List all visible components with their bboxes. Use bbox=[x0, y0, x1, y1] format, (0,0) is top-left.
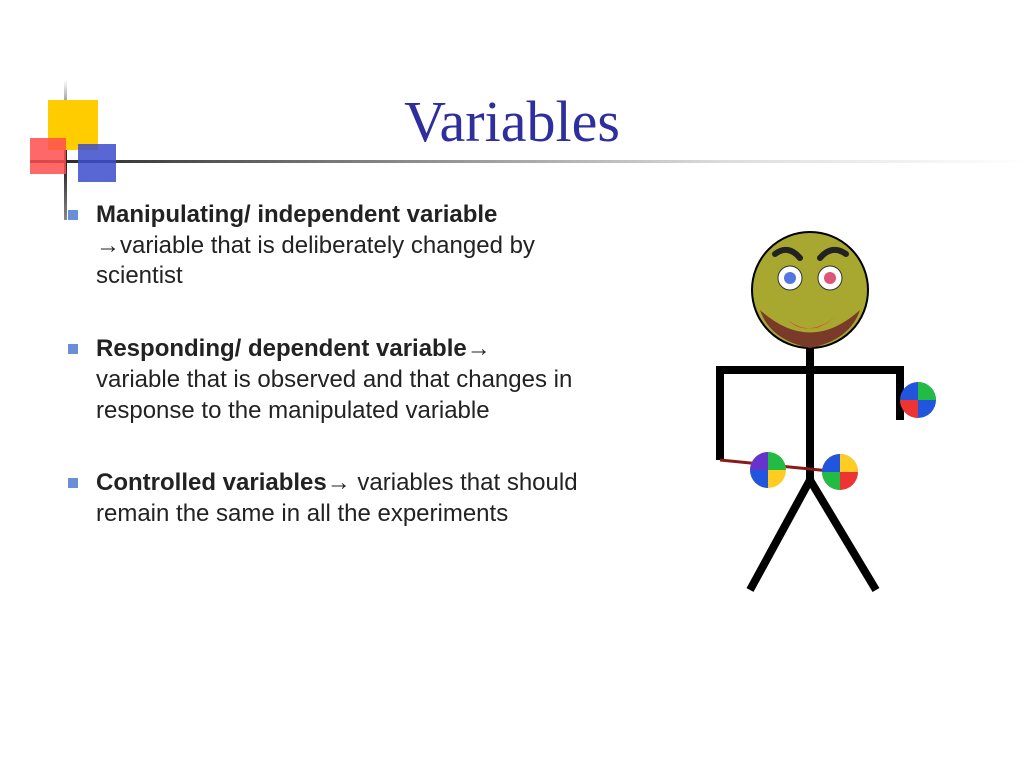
bullet-item: Responding/ dependent variable→ variable… bbox=[60, 334, 580, 426]
content-area: Manipulating/ independent variable →vari… bbox=[60, 200, 580, 572]
bullet-bold: Manipulating/ independent variable bbox=[96, 201, 497, 228]
arrow-icon: → bbox=[96, 232, 120, 259]
arrow-icon: → bbox=[327, 469, 351, 496]
juggler-clipart bbox=[660, 220, 960, 600]
slide-title: Variables bbox=[0, 88, 1024, 155]
bullet-bold: Responding/ dependent variable bbox=[96, 335, 467, 362]
arrow-icon: → bbox=[467, 335, 491, 362]
horizontal-rule bbox=[30, 160, 1024, 163]
bullet-item: Manipulating/ independent variable →vari… bbox=[60, 200, 580, 292]
bullet-bold: Controlled variables bbox=[96, 469, 327, 496]
bullet-item: Controlled variables→ variables that sho… bbox=[60, 468, 580, 529]
juggler-icon bbox=[660, 220, 960, 600]
bullet-list: Manipulating/ independent variable →vari… bbox=[60, 200, 580, 530]
bullet-text: variable that is observed and that chang… bbox=[96, 366, 572, 424]
bullet-text: variable that is deliberately changed by… bbox=[96, 232, 535, 290]
